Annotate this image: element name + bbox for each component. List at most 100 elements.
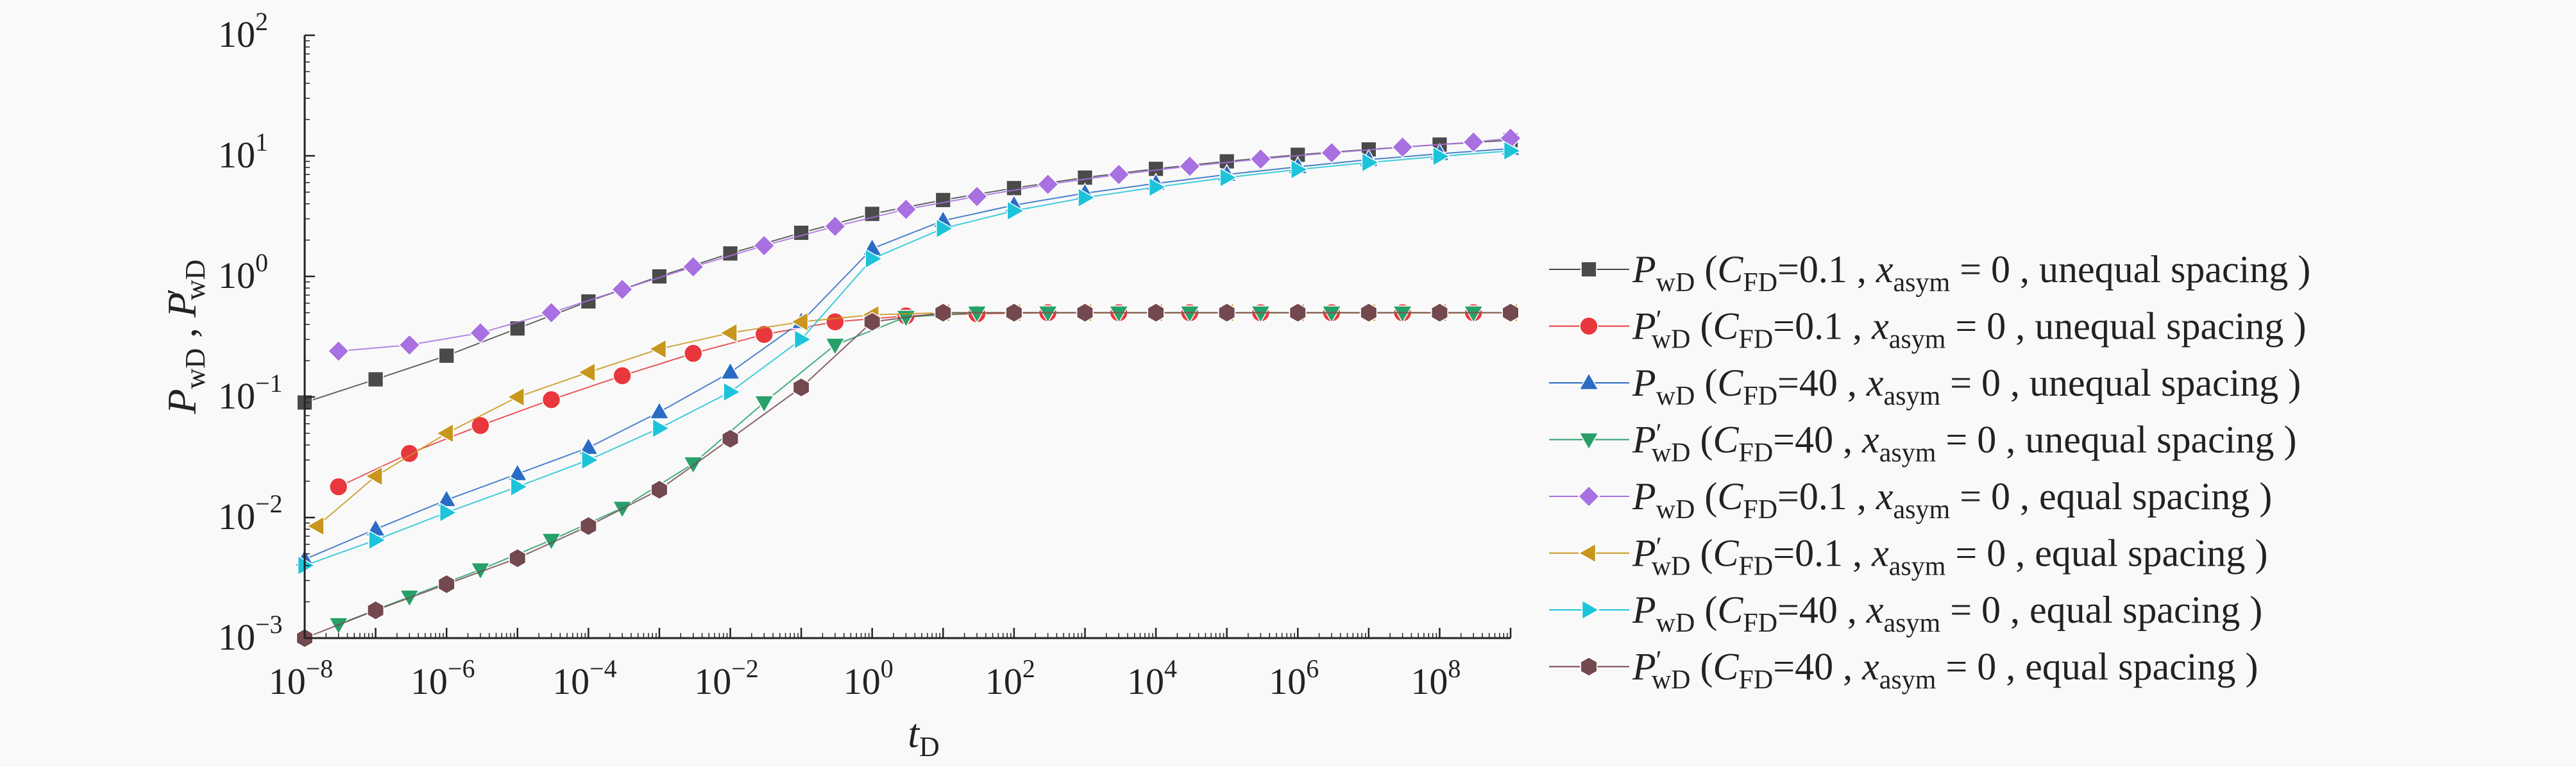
legend-eq: = <box>1773 532 1795 575</box>
legend-c-value: 0.1 <box>1795 532 1843 575</box>
legend-spacing: unequal spacing <box>2025 419 2274 461</box>
data-point <box>1219 167 1238 188</box>
data-point <box>722 428 740 449</box>
legend-x: x <box>1876 475 1894 518</box>
legend-paren: ( <box>1691 532 1713 575</box>
legend-label: PwD (CFD=40 , xasym = 0 , equal spacing … <box>1632 589 2262 638</box>
data-point <box>437 574 455 594</box>
legend-c-value: 40 <box>1799 589 1838 631</box>
legend-c-value: 40 <box>1799 362 1838 404</box>
legend-c: C <box>1713 532 1740 575</box>
legend-sub: wD <box>1656 609 1695 638</box>
legend-marker <box>1580 656 1598 677</box>
x-tick-exponent: −2 <box>731 654 759 683</box>
y-tick-label: 10−3 <box>218 610 283 658</box>
y-tick-label: 102 <box>218 7 268 55</box>
x-tick-exponent: 4 <box>1164 654 1177 683</box>
data-point <box>936 218 954 239</box>
legend-x: x <box>1866 362 1884 404</box>
legend-c: C <box>1717 475 1743 518</box>
legend-c-sub: FD <box>1743 268 1777 298</box>
data-point <box>367 371 384 388</box>
legend-marker <box>1580 261 1597 278</box>
legend-c: C <box>1717 589 1743 631</box>
legend-sub: wD <box>1656 268 1695 298</box>
legend-x-sub: asym <box>1884 609 1941 638</box>
legend-close: ) <box>2240 589 2262 631</box>
legend-prime: ′ <box>1656 306 1662 335</box>
legend-var: P <box>1632 532 1656 575</box>
legend-eq: = <box>1773 305 1795 348</box>
legend-eq: = <box>1777 589 1799 631</box>
data-point <box>612 500 633 519</box>
legend-paren: ( <box>1695 248 1717 291</box>
legend-sub: wD <box>1656 382 1695 411</box>
y-tick-base: 10 <box>218 375 255 417</box>
legend-close: ) <box>2278 362 2301 404</box>
y-tick-label: 10−1 <box>218 369 283 417</box>
legend-comma: , <box>1847 475 1876 518</box>
data-point <box>1108 305 1130 324</box>
legend-x-sub: asym <box>1889 325 1946 355</box>
legend-prime: ′ <box>1656 533 1662 562</box>
series-8 <box>296 303 1520 648</box>
legend-close: ) <box>2284 305 2306 348</box>
x-tick-base: 10 <box>985 661 1022 702</box>
data-point <box>541 390 561 409</box>
y-tick-exponent: −3 <box>255 610 283 639</box>
legend-marker <box>1581 600 1600 620</box>
data-point <box>1392 305 1413 324</box>
legend-comma: , <box>1838 362 1867 404</box>
legend-c-sub: FD <box>1739 552 1774 582</box>
legend-var: P <box>1632 646 1656 688</box>
data-point <box>720 361 741 380</box>
series-line <box>304 312 1511 639</box>
legend-comma: , <box>1843 305 1872 348</box>
legend-sub: wD <box>1652 325 1691 355</box>
legend-x-value: = 0 , <box>1940 362 2029 404</box>
data-point <box>1432 146 1451 167</box>
data-point <box>790 311 809 332</box>
legend-eq: = <box>1773 646 1795 688</box>
x-axis-label-main: t <box>908 711 920 756</box>
x-axis-label: tD <box>908 711 940 763</box>
legend-x-sub: asym <box>1884 382 1941 411</box>
data-point <box>581 450 600 471</box>
legend-paren: ( <box>1695 475 1717 518</box>
data-point <box>1006 200 1025 221</box>
data-point <box>793 329 813 350</box>
legend-var: P <box>1632 475 1656 518</box>
data-point <box>722 245 739 262</box>
legend-x-value: = 0 , <box>1945 532 2035 575</box>
legend-close: ) <box>2245 532 2267 575</box>
data-point <box>367 600 385 621</box>
data-point <box>753 234 775 257</box>
legend-item-6: P′ wD (CFD=0.1 , xasym = 0 , equal spacin… <box>1549 532 2267 582</box>
data-point <box>967 305 988 324</box>
legend-x-sub: asym <box>1894 495 1951 525</box>
series-line <box>304 148 1511 560</box>
x-tick-base: 10 <box>694 661 731 702</box>
data-point <box>754 395 775 414</box>
legend-x-value: = 0 , <box>1945 305 2035 348</box>
legend-comma: , <box>1833 419 1862 461</box>
data-point <box>1178 155 1201 178</box>
legend-var: P <box>1632 305 1656 348</box>
legend-item-4: P′ wD (CFD=40 , xasym = 0 , unequal spaci… <box>1549 419 2296 468</box>
legend-spacing: unequal spacing <box>2035 305 2284 348</box>
x-tick-label: 108 <box>1411 654 1461 702</box>
y-tick-label: 100 <box>218 248 268 296</box>
legend-x-sub: asym <box>1879 666 1936 695</box>
data-point <box>1321 305 1342 324</box>
legend-c-value: 0.1 <box>1799 475 1847 518</box>
legend-x: x <box>1861 646 1879 688</box>
data-point <box>865 248 883 269</box>
legend-comma: , <box>1833 646 1862 688</box>
legend-label: P′ wD (CFD=0.1 , xasym = 0 , equal spacin… <box>1632 532 2267 582</box>
legend-close: ) <box>2235 646 2258 688</box>
legend-spacing: equal spacing <box>2039 475 2250 518</box>
x-tick-label: 102 <box>985 654 1035 702</box>
data-point <box>934 303 952 323</box>
data-point <box>1108 163 1130 186</box>
legend-x: x <box>1861 419 1879 461</box>
